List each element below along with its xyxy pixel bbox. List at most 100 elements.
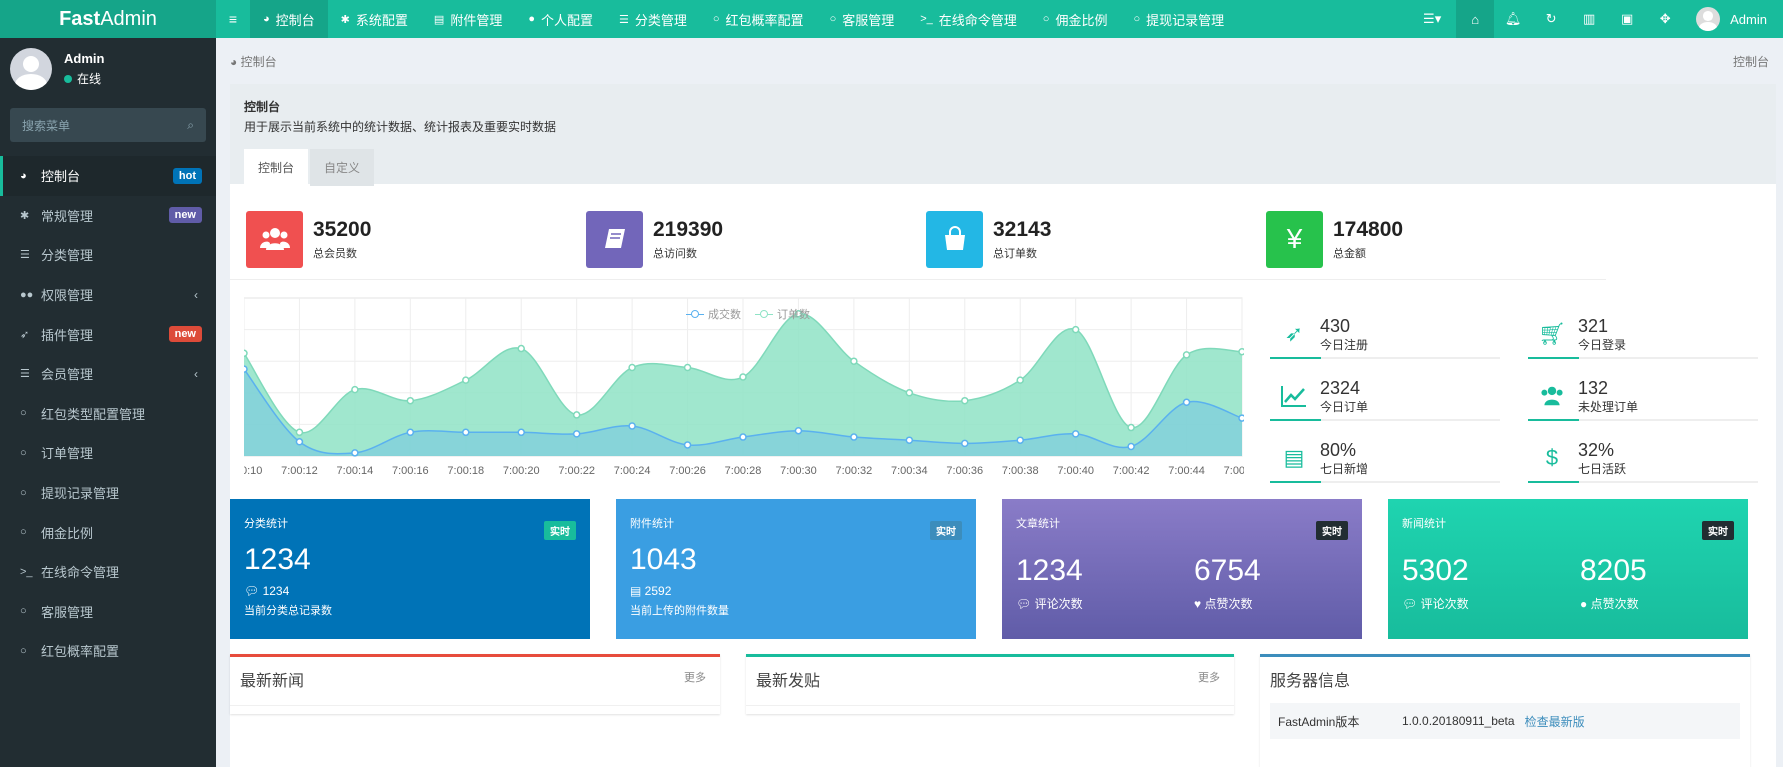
topnav-category[interactable]: ☰ 分类管理: [619, 12, 687, 28]
dashboard-icon: ◕: [230, 54, 241, 69]
heart-icon: ♥: [1194, 597, 1205, 611]
series-area-1: [244, 313, 1242, 456]
circle-icon: ○: [1042, 13, 1050, 25]
progress-bar: [1528, 357, 1579, 359]
data-point: [850, 357, 858, 365]
breadcrumb-current: 控制台: [1732, 54, 1769, 69]
sidebar-item-general[interactable]: ✱ 常规管理 new: [0, 196, 216, 236]
app-logo[interactable]: Fast Admin: [0, 0, 216, 38]
circle-icon: ○: [20, 446, 27, 459]
more-menu-button[interactable]: ☰▾: [1408, 0, 1456, 38]
fullscreen-button[interactable]: ✥: [1646, 0, 1684, 38]
user-menu[interactable]: Admin: [1684, 7, 1783, 31]
x-tick-label: 7:00:18: [447, 465, 484, 477]
realtime-badge: 实时: [1316, 521, 1348, 540]
data-point: [517, 344, 525, 353]
book-icon: [586, 210, 643, 268]
data-point: [905, 389, 914, 397]
topnav-attachment[interactable]: ▤ 附件管理: [433, 12, 503, 28]
sidebar-item-auth[interactable]: ●● 权限管理 ‹: [20, 287, 198, 304]
x-tick-label: 7:00:30: [780, 465, 817, 477]
new-badge: new: [168, 326, 202, 343]
topnav-commission[interactable]: ○ 佣金比例: [1042, 12, 1108, 28]
clear-cache-button[interactable]: ▥: [1570, 0, 1608, 38]
progress-bar: [1270, 357, 1321, 359]
tab-dashboard[interactable]: 控制台: [244, 149, 309, 186]
stat-amount: ¥ 174800 总金额: [1250, 199, 1606, 280]
check-update-link[interactable]: 检查最新版: [1524, 714, 1585, 729]
topnav-customer-service[interactable]: ○ 客服管理: [829, 12, 895, 28]
gear-icon: ✱: [340, 13, 350, 26]
circle-icon: ○: [20, 644, 27, 657]
data-point: [683, 363, 692, 372]
sidebar-item-member[interactable]: ☰ 会员管理 ‹: [20, 366, 198, 383]
main-content: ◕ 控制台 控制台 控制台 用于展示当前系统中的统计数据、统计报表及重要实时数据…: [216, 38, 1783, 767]
sidebar-item-redpacket-prob[interactable]: ○ 红包概率配置: [20, 644, 120, 660]
sidebar-item-commission[interactable]: ○ 佣金比例: [20, 525, 94, 541]
circle-icon: ○: [20, 605, 27, 618]
legend-item-orders[interactable]: 订单数: [755, 306, 810, 322]
data-point: [517, 428, 525, 437]
sidebar-item-command[interactable]: >_ 在线命令管理: [20, 565, 120, 581]
x-tick-label: 7:00:44: [1168, 465, 1205, 477]
list-icon: ☰: [20, 368, 30, 381]
mini-stat-weekly-new: ▤ 80% 七日新增: [1270, 433, 1500, 483]
sidebar-user-name: Admin: [64, 51, 105, 66]
box-title: 最新新闻: [240, 673, 305, 690]
fullscreen-icon: ✥: [1659, 11, 1671, 26]
rocket-icon: ➶: [20, 328, 30, 341]
dashboard-panel: 控制台 用于展示当前系统中的统计数据、统计报表及重要实时数据 控制台 自定义 3…: [226, 84, 1776, 767]
topnav-online-command[interactable]: >_ 在线命令管理: [920, 12, 1017, 28]
user-icon: ●: [528, 13, 535, 25]
home-button[interactable]: ⌂: [1456, 0, 1495, 38]
server-info-box: 服务器信息 FastAdmin版本 1.0.0.20180911_beta 检查…: [1260, 654, 1750, 767]
topnav-withdraw[interactable]: ○ 提现记录管理: [1133, 12, 1225, 28]
circle-icon: ○: [20, 526, 27, 539]
rocket-icon: ➶: [1284, 321, 1304, 346]
more-link[interactable]: 更多: [1198, 672, 1220, 684]
mini-stat-today-orders: 2324 今日订单: [1270, 371, 1500, 421]
home-icon: ⌂: [1471, 11, 1480, 27]
data-point: [794, 426, 803, 435]
language-button[interactable]: ▣: [1608, 0, 1646, 38]
more-link[interactable]: 更多: [684, 672, 706, 684]
legend-item-deals[interactable]: 成交数: [686, 306, 741, 322]
notification-button[interactable]: 🔔︎: [1494, 0, 1532, 38]
data-point: [961, 439, 969, 448]
x-tick-label: 7:00:26: [669, 465, 706, 477]
sidebar-item-category[interactable]: ☰ 分类管理: [20, 248, 94, 264]
sidebar-search-input[interactable]: 搜索菜单 ⌕: [10, 108, 206, 142]
terminal-icon: >_: [20, 565, 33, 578]
sidebar-item-service[interactable]: ○ 客服管理: [20, 604, 94, 620]
sidebar-item-dashboard[interactable]: ◕ 控制台 hot: [0, 156, 216, 196]
topnav-dashboard[interactable]: ◕ 控制台: [250, 0, 328, 38]
breadcrumb-home[interactable]: ◕ 控制台: [230, 54, 277, 69]
data-point: [406, 428, 415, 437]
latest-news-box: 最新新闻 更多: [230, 654, 720, 714]
cogs-icon: ✱: [20, 209, 30, 222]
topnav-redpacket-prob[interactable]: ○ 红包概率配置: [712, 12, 804, 28]
box-title: 服务器信息: [1270, 673, 1351, 690]
data-point: [1127, 442, 1135, 451]
cart-icon: 🛒︎: [1538, 321, 1566, 346]
topnav-system-config[interactable]: ✱ 系统配置: [340, 12, 408, 28]
refresh-icon: ↻: [1545, 11, 1557, 26]
user-name: Admin: [1730, 11, 1767, 27]
circle-icon: ○: [829, 13, 837, 25]
menu-toggle-button[interactable]: ≡: [216, 0, 250, 38]
refresh-button[interactable]: ↻: [1532, 0, 1570, 38]
topnav-profile[interactable]: ● 个人配置: [528, 12, 593, 28]
sidebar-item-addon[interactable]: ➶ 插件管理 new: [0, 314, 216, 354]
progress-bar: [1270, 481, 1321, 483]
x-tick-label: 7:00:36: [946, 465, 983, 477]
sidebar-item-order[interactable]: ○ 订单管理: [20, 446, 94, 462]
comment-icon: 💬︎: [1016, 597, 1035, 611]
sidebar-item-redpacket-type[interactable]: ○ 红包类型配置管理: [20, 406, 146, 422]
mini-stat-login: 🛒︎ 321 今日登录: [1528, 309, 1758, 359]
hot-badge: hot: [172, 167, 202, 184]
card-attachment-stats: 附件统计 实时 1043 ▤ 2592 当前上传的附件数量: [616, 499, 976, 639]
search-icon: ⌕: [187, 117, 194, 132]
tab-custom[interactable]: 自定义: [310, 149, 375, 186]
avatar: [1696, 7, 1721, 31]
sidebar-item-withdraw[interactable]: ○ 提现记录管理: [20, 486, 120, 502]
